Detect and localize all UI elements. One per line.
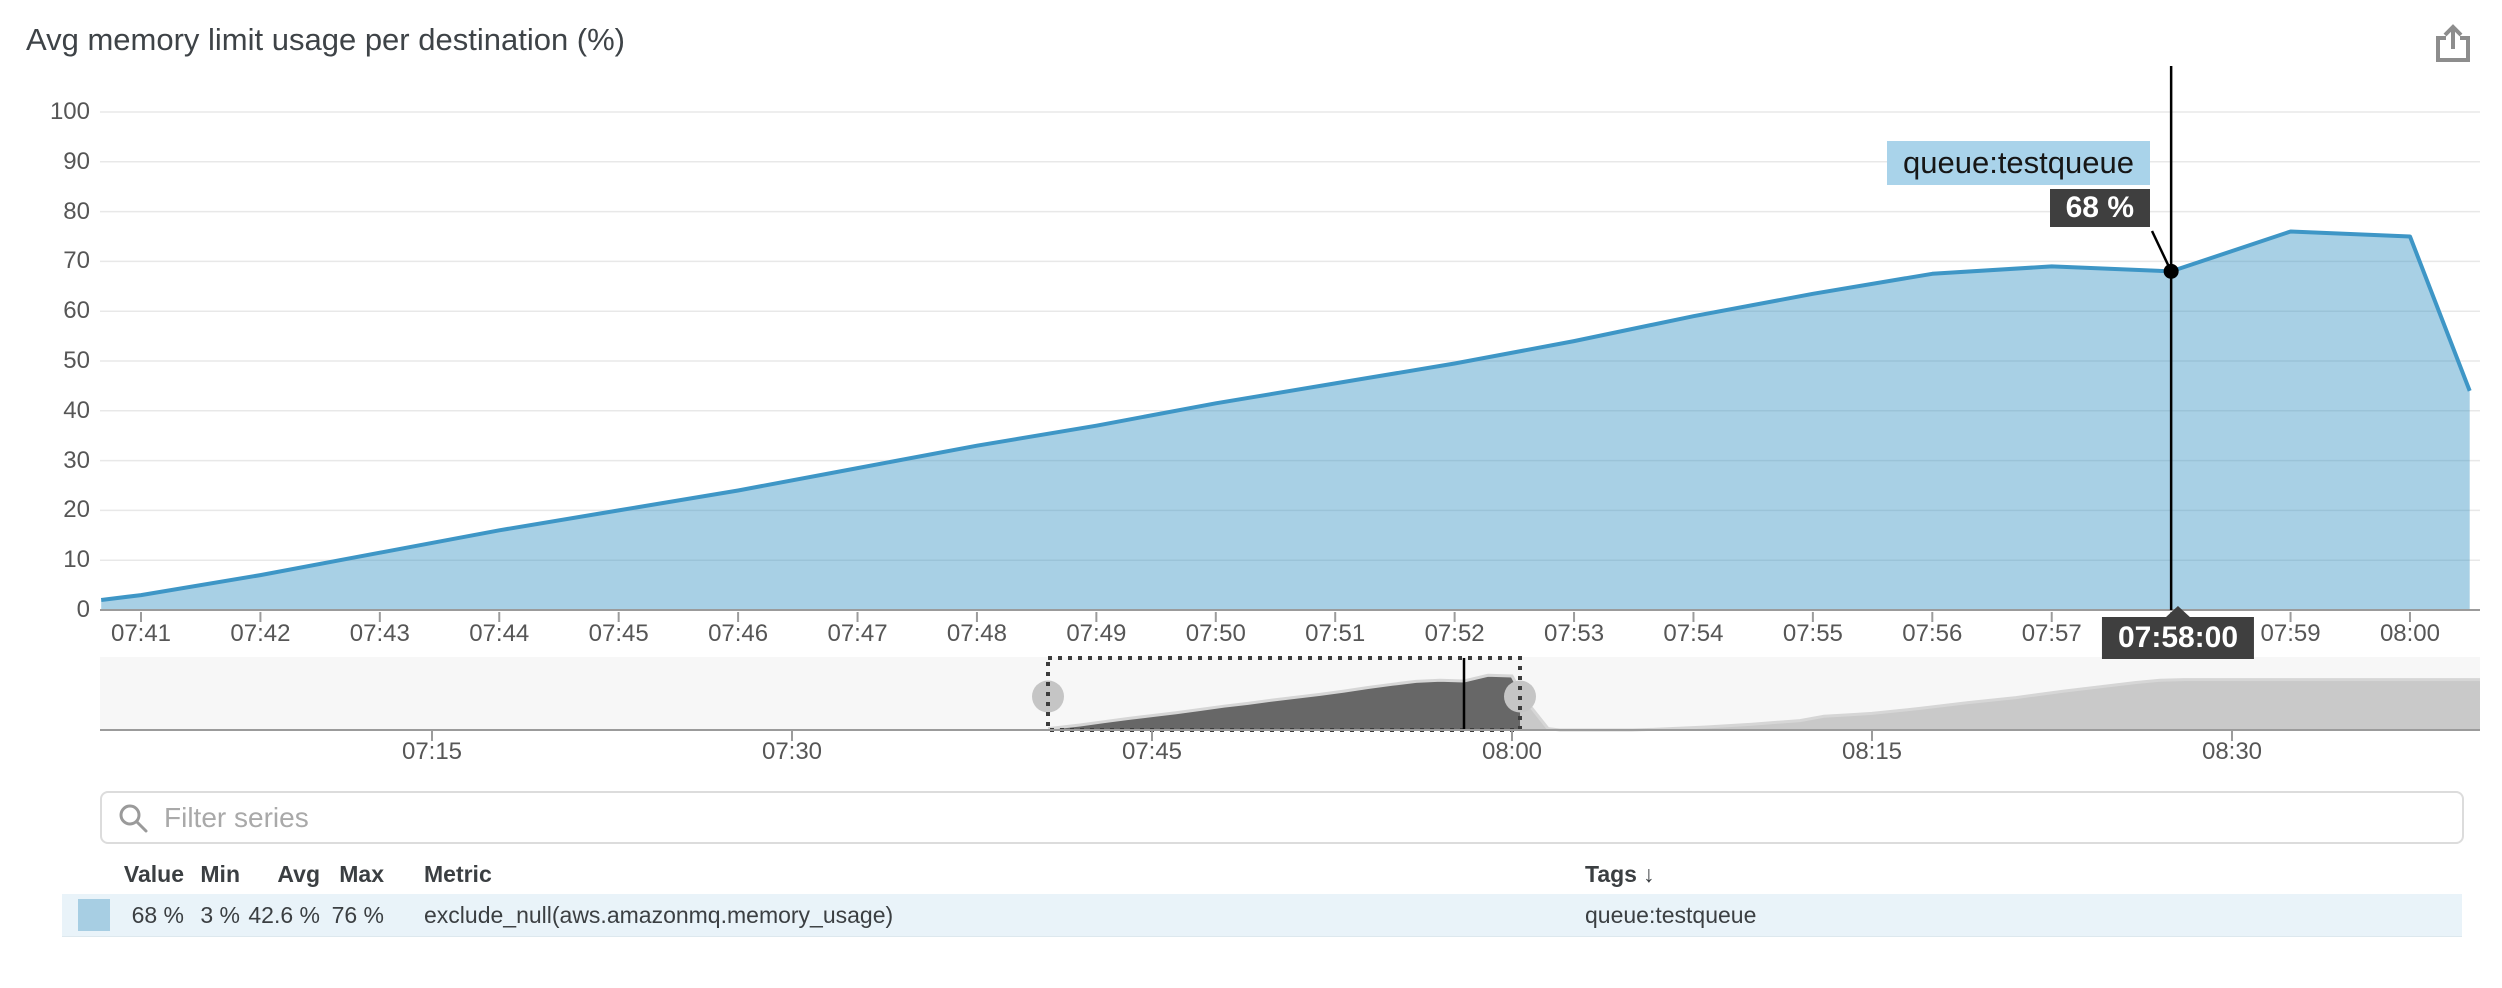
minimap-selected-area bbox=[1048, 675, 1520, 730]
y-tick-label: 40 bbox=[63, 396, 90, 424]
x-tick-label: 07:49 bbox=[1066, 620, 1127, 647]
brush-handle-left[interactable] bbox=[1032, 680, 1064, 713]
minimap-series-line bbox=[1047, 673, 2480, 732]
cell-metric: exclude_null(aws.amazonmq.memory_usage) bbox=[424, 902, 894, 928]
x-tick-label: 07:45 bbox=[588, 620, 649, 647]
column-header-metric[interactable]: Metric bbox=[424, 861, 492, 887]
x-tick-label: 07:52 bbox=[1424, 620, 1485, 647]
column-header-max[interactable]: Max bbox=[339, 861, 384, 887]
column-header-avg[interactable]: Avg bbox=[277, 861, 320, 887]
column-header-tags[interactable]: Tags ↓ bbox=[1585, 861, 1655, 887]
cell-max: 76 % bbox=[331, 902, 384, 928]
page-title: Avg memory limit usage per destination (… bbox=[26, 22, 626, 57]
tooltip-series-label: queue:testqueue bbox=[1887, 141, 2150, 185]
x-tick-label: 07:41 bbox=[110, 620, 172, 647]
minimap-tick-label: 07:30 bbox=[761, 738, 823, 765]
export-share-button[interactable] bbox=[2428, 20, 2478, 70]
cell-tags: queue:testqueue bbox=[1585, 902, 1757, 928]
cell-value: 68 % bbox=[131, 902, 184, 928]
cell-avg: 42.6 % bbox=[248, 902, 320, 928]
filter-series-field bbox=[100, 791, 2464, 844]
x-tick-label: 07:43 bbox=[349, 620, 410, 647]
y-tick-label: 70 bbox=[63, 247, 90, 275]
column-header-min[interactable]: Min bbox=[200, 861, 240, 887]
y-tick-label: 80 bbox=[63, 197, 90, 225]
y-tick-label: 20 bbox=[63, 496, 90, 524]
export-share-icon bbox=[2431, 23, 2475, 69]
x-tick-label: 07:42 bbox=[230, 620, 291, 647]
x-tick-label: 07:48 bbox=[946, 620, 1007, 647]
x-tick-label: 07:53 bbox=[1544, 620, 1605, 647]
y-tick-label: 100 bbox=[49, 98, 90, 125]
x-tick-label: 08:00 bbox=[2379, 620, 2440, 647]
x-tick-label: 07:59 bbox=[2260, 620, 2321, 647]
search-icon bbox=[117, 802, 149, 839]
x-tick-label: 07:55 bbox=[1782, 620, 1843, 647]
legend-row[interactable] bbox=[62, 894, 2462, 937]
y-tick-label: 10 bbox=[63, 546, 90, 574]
minimap-tick-label: 08:00 bbox=[1481, 738, 1543, 765]
x-tick-label: 07:50 bbox=[1185, 620, 1246, 647]
x-tick-label: 07:51 bbox=[1305, 620, 1366, 647]
hover-dot bbox=[2163, 263, 2179, 279]
sort-descending-icon: ↓ bbox=[1642, 861, 1655, 887]
minimap-tick-label: 07:15 bbox=[401, 738, 463, 765]
tooltip-value: 68 % bbox=[2049, 189, 2150, 227]
cell-min: 3 % bbox=[200, 902, 240, 928]
minimap-tick-label: 07:45 bbox=[1121, 738, 1183, 765]
x-tick-label: 07:56 bbox=[1902, 620, 1963, 647]
minimap-tick-label: 08:30 bbox=[2201, 738, 2263, 765]
y-tick-label: 90 bbox=[63, 147, 90, 175]
x-tick-label: 07:57 bbox=[2021, 620, 2082, 647]
y-tick-label: 50 bbox=[63, 347, 90, 374]
column-header-value[interactable]: Value bbox=[123, 861, 184, 887]
filter-series-input[interactable] bbox=[100, 791, 2464, 844]
memory-usage-line bbox=[100, 229, 2472, 602]
x-tick-label: 07:46 bbox=[708, 620, 769, 647]
y-tick-label: 60 bbox=[63, 297, 90, 325]
minimap-tick-label: 08:15 bbox=[1841, 738, 1903, 765]
x-tick-label: 07:44 bbox=[469, 620, 530, 647]
x-tick-label: 07:47 bbox=[827, 620, 888, 647]
y-tick-label: 30 bbox=[63, 446, 90, 474]
x-tick-label: 07:54 bbox=[1663, 620, 1724, 647]
series-swatch[interactable] bbox=[78, 899, 110, 931]
memory-usage-area-series[interactable] bbox=[101, 231, 2470, 611]
y-tick-label: 0 bbox=[76, 596, 90, 623]
tooltip-time: 07:58:00 bbox=[2101, 606, 2255, 659]
